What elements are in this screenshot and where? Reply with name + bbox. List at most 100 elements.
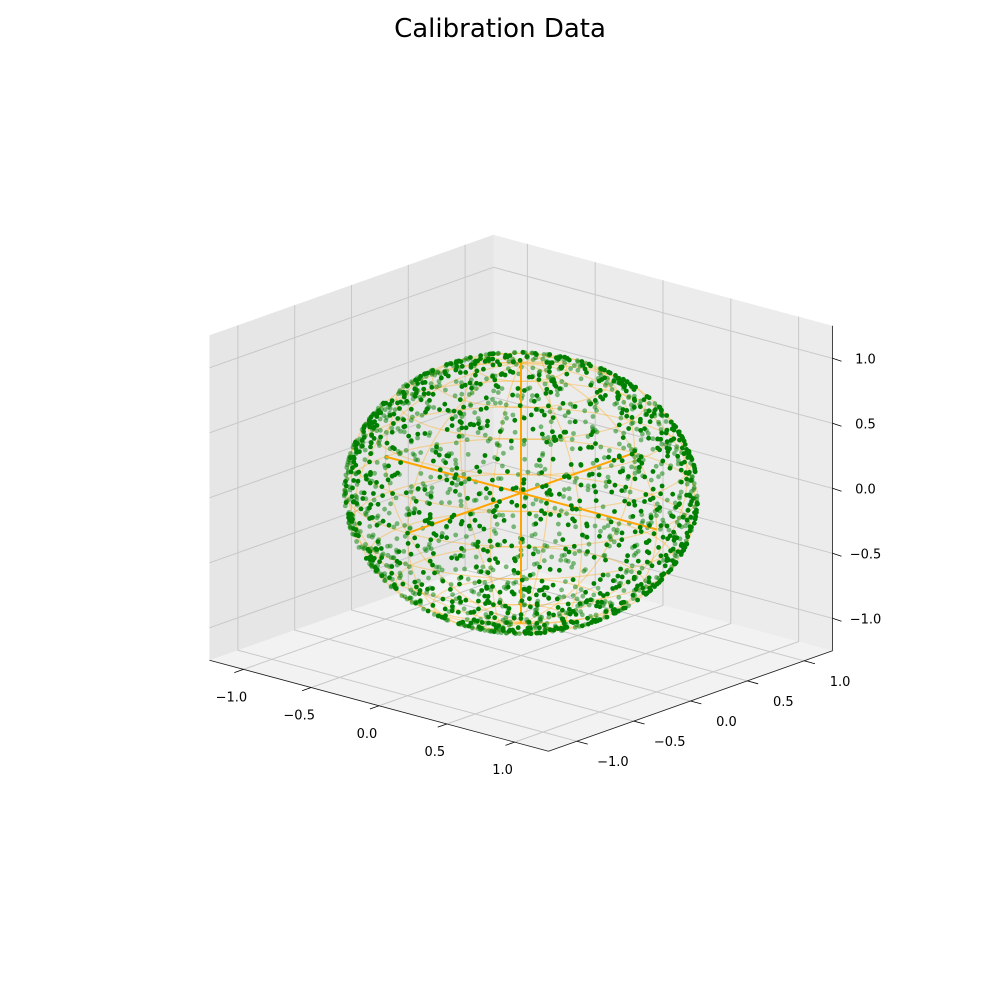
- data-point: [442, 401, 448, 407]
- data-point: [449, 423, 455, 428]
- x-tick: [369, 705, 380, 710]
- data-point: [367, 549, 373, 554]
- data-point: [450, 604, 455, 609]
- data-point: [605, 572, 611, 578]
- data-point: [460, 619, 466, 625]
- data-point: [451, 408, 457, 414]
- data-point: [490, 509, 496, 515]
- data-point: [381, 401, 387, 407]
- data-point: [632, 448, 638, 454]
- data-point: [346, 497, 352, 502]
- data-point: [449, 555, 454, 561]
- data-point: [448, 582, 454, 587]
- data-point: [530, 426, 536, 432]
- data-point: [351, 499, 357, 504]
- data-point: [646, 435, 651, 441]
- data-point: [474, 564, 479, 570]
- data-point: [458, 503, 464, 508]
- data-point: [530, 501, 536, 507]
- data-point: [646, 550, 652, 556]
- z-tick: [832, 552, 842, 557]
- data-point: [493, 625, 499, 631]
- data-point: [574, 596, 580, 602]
- data-point: [569, 564, 575, 570]
- data-point: [462, 479, 468, 485]
- data-point: [372, 470, 377, 476]
- data-point: [412, 591, 418, 597]
- data-point: [513, 485, 519, 491]
- data-point: [397, 570, 403, 576]
- data-point: [616, 521, 622, 527]
- data-point: [638, 508, 644, 514]
- data-point: [468, 421, 474, 427]
- data-point: [477, 425, 483, 431]
- data-point: [666, 527, 672, 533]
- data-point: [495, 384, 501, 390]
- data-point: [534, 602, 540, 608]
- data-point: [495, 542, 500, 548]
- data-point: [506, 628, 512, 634]
- data-point: [512, 556, 517, 562]
- data-point: [455, 609, 461, 615]
- data-point: [569, 437, 575, 442]
- data-point: [470, 625, 475, 631]
- data-point: [630, 592, 636, 598]
- data-point: [538, 498, 544, 504]
- data-point: [574, 506, 579, 512]
- data-point: [559, 616, 565, 622]
- data-point: [379, 555, 384, 560]
- data-point: [406, 433, 412, 439]
- data-point: [357, 521, 362, 526]
- data-point: [534, 463, 539, 468]
- data-point: [510, 359, 516, 365]
- data-point: [453, 457, 458, 463]
- data-point: [378, 434, 383, 440]
- data-point: [476, 579, 482, 585]
- data-point: [559, 379, 565, 384]
- data-point: [397, 389, 402, 395]
- data-point: [596, 472, 602, 478]
- data-point: [450, 592, 455, 597]
- data-point: [593, 618, 599, 623]
- data-point: [533, 407, 539, 412]
- data-point: [471, 617, 477, 623]
- data-point: [635, 597, 640, 603]
- data-point: [656, 545, 661, 550]
- data-point: [367, 505, 372, 511]
- data-point: [539, 508, 544, 514]
- data-point: [654, 513, 659, 518]
- data-point: [475, 430, 481, 435]
- data-point: [608, 519, 614, 525]
- data-point: [630, 514, 636, 519]
- data-point: [572, 584, 578, 590]
- data-point: [668, 419, 674, 425]
- data-point: [531, 551, 536, 557]
- data-point: [597, 577, 603, 582]
- data-point: [601, 593, 606, 598]
- data-point: [451, 512, 457, 518]
- data-point: [350, 485, 355, 491]
- data-point: [510, 513, 516, 519]
- data-point: [445, 617, 451, 623]
- data-point: [416, 510, 422, 515]
- data-point: [577, 498, 583, 504]
- data-point: [464, 534, 469, 539]
- data-point: [603, 484, 609, 489]
- data-point: [526, 619, 532, 625]
- data-point: [414, 584, 419, 590]
- data-point: [643, 591, 649, 597]
- data-point: [453, 414, 458, 419]
- x-tick-label: 0.5: [424, 745, 445, 760]
- data-point: [638, 437, 644, 443]
- data-point: [559, 587, 564, 593]
- data-point: [612, 509, 617, 514]
- data-point: [509, 499, 515, 505]
- data-point: [457, 410, 463, 415]
- data-point: [664, 523, 670, 529]
- data-point: [548, 419, 554, 425]
- data-point: [482, 432, 488, 438]
- data-point: [561, 594, 567, 600]
- grid-line-y: [294, 305, 634, 722]
- data-point: [549, 554, 555, 560]
- data-point: [620, 376, 626, 382]
